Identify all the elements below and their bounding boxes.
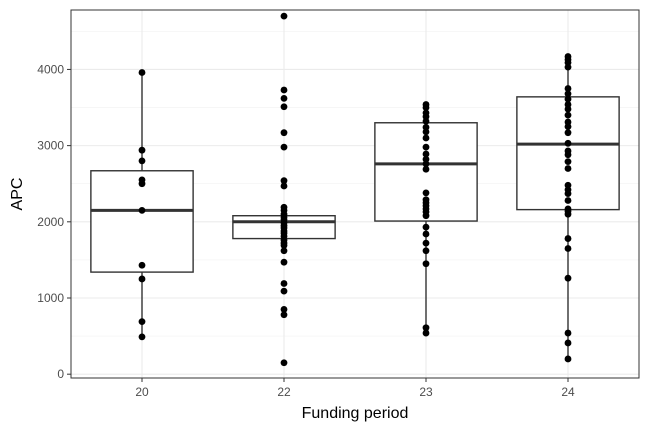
- y-tick-label: 1000: [37, 291, 64, 305]
- data-point: [564, 105, 572, 113]
- data-point: [422, 247, 430, 255]
- data-point: [280, 129, 288, 137]
- data-point: [422, 230, 430, 238]
- data-point: [564, 274, 572, 282]
- data-point: [422, 134, 430, 142]
- data-point: [422, 104, 430, 111]
- data-point: [564, 129, 572, 137]
- y-tick-label: 0: [57, 367, 64, 381]
- data-point: [280, 103, 288, 111]
- y-tick-label: 3000: [37, 139, 64, 153]
- data-point: [564, 158, 572, 166]
- box-20: [90, 72, 194, 337]
- y-axis-title: APC: [9, 178, 26, 211]
- plot-panel-border: [70, 9, 640, 379]
- data-point: [280, 182, 288, 190]
- data-point: [422, 324, 430, 332]
- point-layer: [138, 12, 572, 367]
- data-point: [138, 69, 146, 76]
- data-point: [422, 223, 430, 231]
- data-point: [564, 190, 572, 198]
- data-point: [422, 160, 430, 168]
- data-point: [138, 206, 146, 214]
- x-tick-label: 20: [135, 385, 149, 399]
- data-point: [280, 258, 288, 266]
- x-axis-title: Funding period: [302, 405, 409, 422]
- data-point: [422, 117, 430, 125]
- x-tick-label: 24: [561, 385, 575, 399]
- x-tick-label: 23: [419, 385, 433, 399]
- data-point: [280, 287, 288, 295]
- data-point: [280, 177, 288, 185]
- y-axis: 0 1000 2000 3000 4000: [37, 62, 71, 381]
- data-point: [422, 329, 430, 337]
- data-point: [280, 12, 288, 20]
- data-point: [422, 165, 430, 173]
- data-point: [564, 210, 572, 218]
- data-point: [138, 180, 146, 188]
- data-point: [280, 143, 288, 151]
- data-point: [280, 311, 288, 319]
- data-point: [138, 318, 146, 326]
- data-point: [138, 261, 146, 269]
- data-point: [564, 111, 572, 119]
- data-point: [564, 329, 572, 337]
- data-point: [280, 94, 288, 102]
- data-point: [564, 355, 572, 363]
- data-point: [138, 333, 146, 341]
- data-point: [564, 151, 572, 159]
- y-tick-label: 4000: [37, 62, 64, 76]
- data-point: [280, 86, 288, 94]
- data-point: [564, 197, 572, 204]
- data-point: [564, 165, 572, 172]
- data-point: [422, 143, 430, 151]
- data-point: [564, 85, 572, 92]
- y-tick-label: 2000: [37, 215, 64, 229]
- data-point: [422, 150, 430, 158]
- data-point: [280, 242, 288, 249]
- data-point: [280, 280, 288, 287]
- data-point: [564, 123, 572, 130]
- data-point: [280, 306, 288, 313]
- data-point: [422, 128, 430, 136]
- data-point: [422, 189, 430, 197]
- data-point: [564, 63, 572, 71]
- data-point: [564, 90, 572, 98]
- data-point: [280, 359, 288, 367]
- box-iqr: [90, 170, 194, 273]
- data-point: [138, 157, 146, 165]
- data-point: [422, 212, 430, 220]
- data-point: [138, 146, 146, 154]
- data-point: [422, 239, 430, 247]
- data-point: [280, 247, 288, 255]
- data-point: [422, 260, 430, 268]
- data-point: [564, 139, 572, 147]
- data-point: [564, 235, 572, 242]
- data-point: [564, 339, 572, 347]
- x-tick-label: 22: [277, 385, 291, 399]
- data-point: [138, 275, 146, 283]
- data-point: [564, 95, 572, 103]
- x-axis: 20 22 23 24: [135, 378, 575, 399]
- data-point: [564, 245, 572, 252]
